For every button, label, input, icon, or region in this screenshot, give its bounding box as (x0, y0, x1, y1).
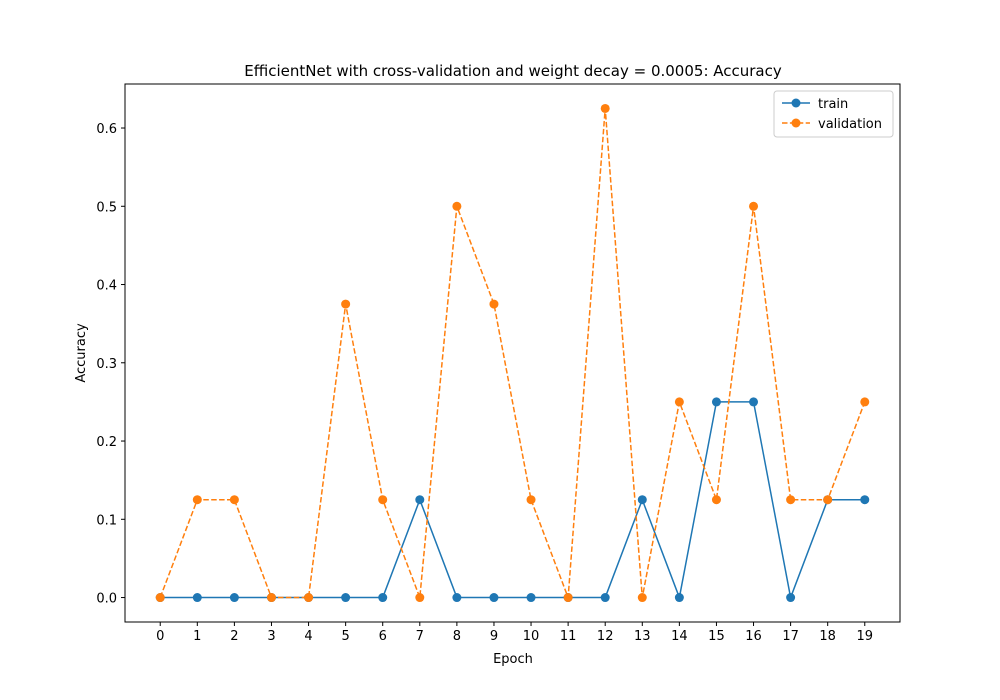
x-axis: 0 1 2 3 4 5 6 7 8 9 10 11 12 13 14 15 16 17 18 19 (156, 622, 873, 644)
legend-marker-validation (791, 118, 801, 128)
x-tick-label: 12 (597, 629, 614, 644)
y-tick-label: 0.1 (96, 513, 117, 528)
x-tick-label: 19 (856, 629, 873, 644)
data-point-validation (155, 593, 165, 603)
series-lines (159, 107, 866, 599)
data-point-validation (637, 593, 647, 603)
data-point-validation (341, 299, 351, 309)
y-axis: 0.0 0.1 0.2 0.3 0.4 0.5 0.6 (96, 122, 125, 607)
x-tick-label: 0 (156, 629, 164, 644)
data-point-train (378, 593, 388, 603)
data-point-train (600, 593, 610, 603)
data-point-validation (526, 495, 536, 505)
data-point-validation (600, 103, 610, 113)
y-tick-label: 0.6 (96, 122, 117, 137)
x-tick-label: 10 (523, 629, 540, 644)
x-tick-label: 2 (230, 629, 238, 644)
x-tick-label: 18 (819, 629, 836, 644)
data-point-validation (304, 593, 314, 603)
x-tick-label: 4 (304, 629, 312, 644)
y-tick-label: 0.4 (96, 279, 117, 294)
series-line-validation (159, 107, 866, 599)
x-tick-label: 17 (782, 629, 799, 644)
x-tick-label: 14 (671, 629, 688, 644)
data-point-train (711, 397, 721, 407)
plot-area (124, 83, 901, 623)
data-point-validation (229, 495, 239, 505)
data-point-validation (489, 299, 499, 309)
data-point-validation (823, 495, 833, 505)
data-point-validation (378, 495, 388, 505)
x-tick-label: 5 (341, 629, 349, 644)
data-point-train (489, 593, 499, 603)
x-tick-label: 9 (490, 629, 498, 644)
x-tick-label: 6 (379, 629, 387, 644)
data-point-validation (711, 495, 721, 505)
data-point-train (637, 495, 647, 505)
data-point-validation (860, 397, 870, 407)
series-line-train (160, 401, 865, 599)
y-tick-label: 0.5 (96, 200, 117, 215)
data-point-validation (415, 593, 425, 603)
data-point-train (192, 593, 202, 603)
data-point-validation (266, 593, 276, 603)
x-tick-label: 8 (453, 629, 461, 644)
y-axis-label: Accuracy (74, 323, 89, 383)
legend-label-validation: validation (818, 117, 882, 132)
legend: train validation (773, 90, 894, 138)
y-tick-label: 0.2 (96, 435, 117, 450)
data-point-validation (452, 201, 462, 211)
legend-marker-train (791, 98, 801, 108)
legend-label-train: train (818, 97, 848, 112)
data-point-train (526, 593, 536, 603)
data-point-train (860, 495, 870, 505)
data-point-train (341, 593, 351, 603)
data-point-train (786, 593, 796, 603)
x-tick-label: 16 (745, 629, 762, 644)
data-point-validation (786, 495, 796, 505)
x-tick-label: 11 (560, 629, 577, 644)
data-point-validation (749, 201, 759, 211)
data-point-train (415, 495, 425, 505)
x-tick-label: 3 (267, 629, 275, 644)
data-point-train (452, 593, 462, 603)
x-tick-label: 13 (634, 629, 651, 644)
data-point-train (229, 593, 239, 603)
data-point-validation (192, 495, 202, 505)
y-tick-label: 0.3 (96, 357, 117, 372)
x-axis-label: Epoch (493, 652, 533, 667)
data-point-train (749, 397, 759, 407)
x-tick-label: 15 (708, 629, 725, 644)
series-markers (155, 103, 870, 603)
data-point-train (674, 593, 684, 603)
plot-frame (124, 83, 901, 623)
x-tick-label: 7 (416, 629, 424, 644)
data-point-validation (674, 397, 684, 407)
x-tick-label: 1 (193, 629, 201, 644)
chart-title: EfficientNet with cross-validation and w… (244, 62, 782, 80)
data-point-validation (563, 593, 573, 603)
y-tick-label: 0.0 (96, 592, 117, 607)
